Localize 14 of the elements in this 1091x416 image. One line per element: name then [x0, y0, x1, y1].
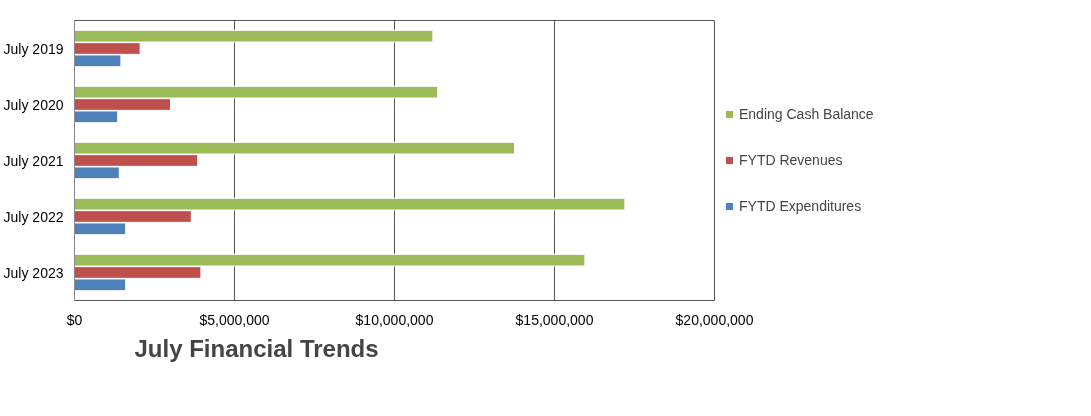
x-tick-label: $15,000,000: [515, 311, 594, 328]
y-tick-label: July 2023: [3, 264, 64, 281]
x-tick-label: $0: [66, 311, 83, 328]
text: July Financial Trends: [134, 334, 379, 362]
y-tick-label: July 2022: [3, 208, 64, 225]
x-tick-label: $5,000,000: [199, 311, 270, 328]
legend-label: Ending Cash Balance: [739, 106, 874, 122]
legend-label: FYTD Revenues: [739, 152, 843, 168]
x-tick-label: $20,000,000: [675, 311, 754, 328]
y-tick-label: July 2019: [3, 40, 64, 57]
x-tick-label: $10,000,000: [355, 311, 434, 328]
y-tick-label: July 2021: [3, 152, 64, 169]
legend-label: FYTD Expenditures: [739, 198, 862, 214]
y-tick-label: July 2020: [3, 96, 64, 113]
